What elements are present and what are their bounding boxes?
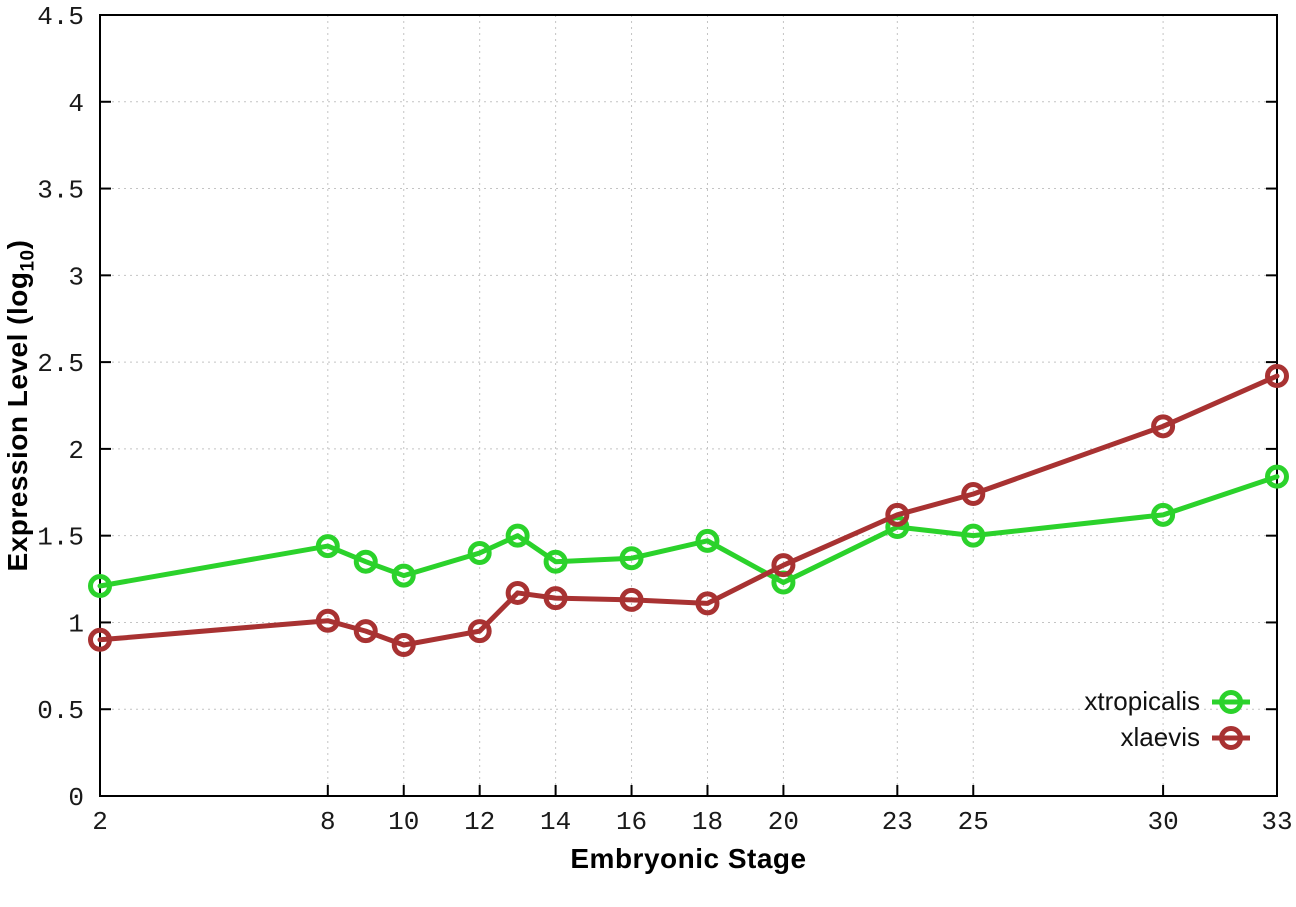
data-point-xtropicalis (1265, 464, 1289, 489)
data-point-xlaevis (391, 633, 416, 658)
data-point-xtropicalis (353, 549, 378, 574)
series-line-xtropicalis (97, 474, 1280, 589)
legend-marker-icon (1210, 688, 1252, 716)
legend-row-xlaevis: xlaevis (1121, 722, 1252, 753)
data-point-xlaevis (619, 587, 644, 612)
y-tick-label: 3.5 (37, 176, 84, 206)
data-point-xlaevis (315, 608, 340, 633)
x-tick-label: 14 (540, 807, 571, 837)
plot-border (99, 14, 1278, 797)
x-tick-label: 33 (1261, 807, 1292, 837)
legend-row-xtropicalis: xtropicalis (1084, 686, 1252, 717)
x-tick-label: 2 (92, 807, 108, 837)
y-tick-label: 1 (68, 609, 84, 639)
data-point-xlaevis (353, 619, 378, 644)
data-point-xtropicalis (543, 549, 568, 574)
x-tick-label: 30 (1147, 807, 1178, 837)
legend-marker-icon (1210, 724, 1252, 752)
data-point-xtropicalis (467, 541, 492, 566)
x-tick-label: 8 (320, 807, 336, 837)
y-tick-label: 2 (68, 436, 84, 466)
y-axis-title: Expression Level (log10) (2, 15, 40, 796)
data-point-xlaevis (1265, 363, 1289, 388)
y-axis-title-close: ) (2, 239, 33, 250)
y-tick-label: 1.5 (37, 523, 84, 553)
data-point-xlaevis (695, 591, 720, 616)
y-tick-label: 0.5 (37, 696, 84, 726)
y-axis-title-subscript: 10 (17, 249, 39, 272)
x-tick-label: 23 (882, 807, 913, 837)
data-point-xlaevis (467, 619, 492, 644)
data-point-xtropicalis (961, 523, 986, 548)
data-point-xtropicalis (505, 523, 530, 548)
x-tick-label: 10 (388, 807, 419, 837)
data-point-xtropicalis (88, 573, 112, 598)
x-tick-label: 25 (958, 807, 989, 837)
data-point-xlaevis (885, 502, 910, 527)
y-axis-title-main: Expression Level (log (2, 271, 33, 572)
data-point-xtropicalis (315, 534, 340, 559)
legend-label-xlaevis: xlaevis (1120, 722, 1200, 752)
data-point-xtropicalis (695, 528, 720, 553)
x-tick-label: 20 (768, 807, 799, 837)
y-tick-label: 2.5 (37, 349, 84, 379)
x-tick-label: 12 (464, 807, 495, 837)
x-tick-label: 16 (616, 807, 647, 837)
data-point-xtropicalis (619, 546, 644, 571)
data-point-xtropicalis (391, 563, 416, 588)
y-tick-label: 3 (68, 262, 84, 292)
data-point-xlaevis (1151, 414, 1176, 439)
y-tick-label: 4 (68, 89, 84, 119)
data-point-xlaevis (505, 580, 530, 605)
legend-label-xtropicalis: xtropicalis (1084, 686, 1200, 716)
data-point-xlaevis (543, 586, 568, 611)
y-tick-label: 4.5 (37, 2, 84, 32)
series-line-xlaevis (97, 373, 1280, 648)
x-tick-label: 18 (692, 807, 723, 837)
data-point-xlaevis (961, 482, 986, 507)
x-axis-title: Embryonic Stage (570, 843, 807, 874)
legend: xtropicalis xlaevis (1084, 686, 1252, 753)
data-point-xlaevis (771, 553, 796, 578)
data-point-xlaevis (88, 627, 112, 652)
y-tick-label: 0 (68, 783, 84, 813)
data-point-xtropicalis (1151, 502, 1176, 527)
